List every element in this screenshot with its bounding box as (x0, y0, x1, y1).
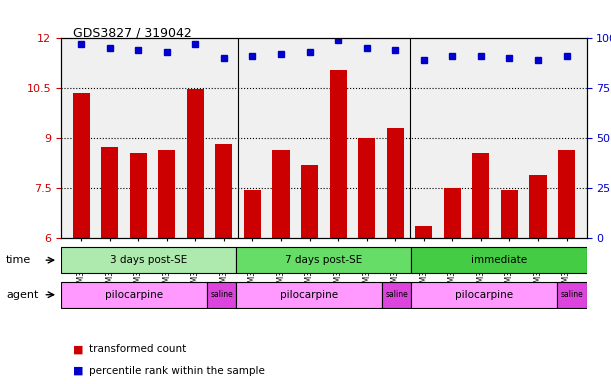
FancyBboxPatch shape (61, 282, 207, 308)
Text: pilocarpine: pilocarpine (105, 290, 163, 300)
Bar (244, 190, 261, 238)
FancyBboxPatch shape (411, 247, 587, 273)
Bar (501, 190, 518, 238)
Text: time: time (6, 255, 31, 265)
Text: agent: agent (6, 290, 38, 300)
Text: 7 days post-SE: 7 days post-SE (285, 255, 362, 265)
Bar (301, 165, 318, 238)
FancyBboxPatch shape (382, 282, 411, 308)
FancyBboxPatch shape (236, 282, 382, 308)
Text: pilocarpine: pilocarpine (455, 290, 513, 300)
Text: saline: saline (560, 290, 584, 299)
FancyBboxPatch shape (557, 282, 587, 308)
Bar (130, 153, 147, 238)
Bar (101, 147, 118, 238)
Bar (530, 175, 547, 238)
Bar (73, 93, 90, 238)
Bar (215, 144, 232, 238)
Text: pilocarpine: pilocarpine (280, 290, 338, 300)
Text: saline: saline (210, 290, 233, 299)
Bar (444, 188, 461, 238)
Bar (358, 138, 375, 238)
Bar (472, 153, 489, 238)
FancyBboxPatch shape (61, 247, 236, 273)
Text: ■: ■ (73, 344, 84, 354)
FancyBboxPatch shape (411, 282, 557, 308)
Text: transformed count: transformed count (89, 344, 186, 354)
FancyBboxPatch shape (236, 247, 411, 273)
Text: ■: ■ (73, 366, 84, 376)
Bar (558, 150, 575, 238)
Text: GDS3827 / 319042: GDS3827 / 319042 (73, 27, 192, 40)
Text: immediate: immediate (471, 255, 527, 265)
Bar (387, 128, 404, 238)
Text: percentile rank within the sample: percentile rank within the sample (89, 366, 265, 376)
Text: 3 days post-SE: 3 days post-SE (110, 255, 188, 265)
Bar (158, 150, 175, 238)
Bar (187, 89, 204, 238)
Bar (273, 150, 290, 238)
Text: saline: saline (386, 290, 408, 299)
Bar (329, 70, 346, 238)
FancyBboxPatch shape (207, 282, 236, 308)
Bar (415, 227, 433, 238)
